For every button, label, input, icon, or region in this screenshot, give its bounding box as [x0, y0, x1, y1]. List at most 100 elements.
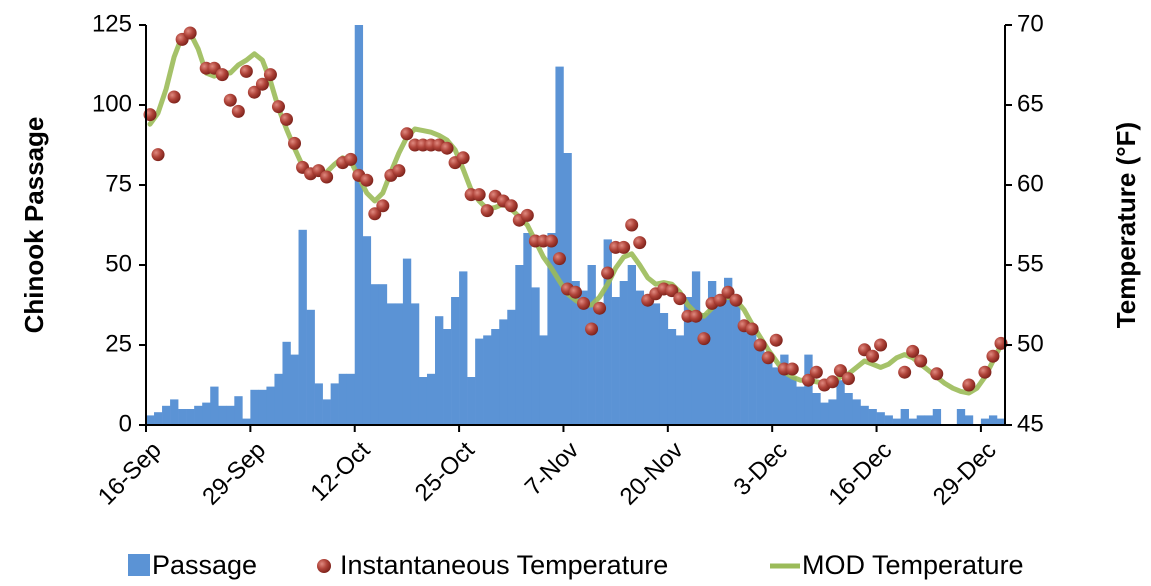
bar — [547, 233, 556, 425]
bar — [282, 341, 291, 425]
point — [809, 365, 823, 379]
bar — [523, 233, 532, 425]
y2-tick-label: 55 — [1017, 250, 1044, 277]
bar — [475, 338, 484, 425]
bar — [178, 409, 187, 425]
y2-tick-label: 50 — [1017, 330, 1044, 357]
bar — [154, 412, 163, 425]
point — [633, 236, 647, 250]
y2-tick-label: 65 — [1017, 90, 1044, 117]
point — [930, 367, 944, 381]
bar — [539, 335, 548, 425]
bar — [186, 409, 195, 425]
x-tick-label: 16-Sep — [93, 437, 167, 511]
bar — [314, 383, 323, 425]
bar — [571, 281, 580, 425]
point — [785, 362, 799, 376]
point — [151, 148, 165, 162]
bar — [611, 297, 620, 425]
x-tick-label: 7-Nov — [520, 437, 584, 501]
bar — [964, 415, 974, 425]
point — [713, 293, 727, 307]
bar — [707, 281, 717, 425]
bar — [499, 319, 508, 425]
y2-axis-title: Temperature (°F) — [1111, 122, 1141, 328]
bar — [715, 297, 725, 425]
point — [544, 234, 558, 248]
bar — [451, 297, 460, 425]
point — [320, 170, 334, 184]
bar — [362, 236, 372, 425]
y-tick-label: 125 — [92, 10, 132, 37]
point — [673, 292, 687, 306]
bar — [218, 405, 227, 425]
bar — [370, 284, 380, 425]
bar — [274, 373, 283, 425]
bar — [587, 265, 596, 425]
legend-swatch — [317, 559, 331, 573]
y2-tick-label: 60 — [1017, 170, 1044, 197]
bar — [202, 402, 211, 425]
bar — [884, 415, 893, 425]
bar — [908, 418, 917, 425]
bar — [194, 405, 203, 425]
point — [769, 333, 783, 347]
bar — [788, 377, 797, 425]
bar — [338, 373, 348, 425]
y-tick-label: 50 — [105, 250, 132, 277]
legend-label: MOD Temperature — [802, 550, 1024, 580]
bar — [796, 386, 805, 425]
point — [986, 349, 1000, 363]
point — [271, 100, 285, 114]
point — [183, 26, 197, 40]
bar — [298, 229, 307, 425]
bar — [146, 415, 155, 425]
bar — [772, 367, 781, 425]
bar — [780, 354, 789, 425]
bar — [242, 418, 251, 425]
bar — [162, 405, 171, 425]
bar — [402, 258, 412, 425]
bar — [860, 405, 869, 425]
point — [697, 332, 711, 346]
point — [279, 112, 293, 126]
point — [665, 284, 679, 298]
bar — [234, 396, 243, 425]
bar — [579, 290, 588, 425]
bar — [483, 335, 492, 425]
point — [914, 354, 928, 368]
bar — [491, 329, 500, 425]
point — [689, 309, 703, 323]
bar — [980, 418, 990, 425]
bar — [699, 313, 709, 425]
bar — [812, 393, 821, 425]
bar — [266, 386, 275, 425]
bar — [659, 313, 669, 425]
bar — [394, 303, 404, 425]
bar — [876, 412, 885, 425]
point — [962, 378, 976, 392]
point — [569, 285, 582, 299]
point — [841, 372, 855, 386]
point — [874, 338, 888, 352]
bar — [836, 380, 845, 425]
point — [761, 351, 775, 365]
bar — [916, 415, 926, 425]
point — [440, 141, 454, 155]
point — [376, 199, 390, 213]
point — [520, 208, 534, 222]
point — [552, 252, 566, 266]
bar — [844, 393, 853, 425]
bar — [410, 303, 420, 425]
point — [721, 285, 735, 299]
bar — [852, 399, 861, 425]
point — [215, 68, 229, 82]
bar — [170, 399, 179, 425]
point — [833, 364, 847, 378]
x-tick-label: 16-Dec — [823, 437, 897, 511]
bar — [306, 309, 315, 425]
x-tick-label: 12-Oct — [305, 436, 375, 506]
bar — [386, 303, 396, 425]
bar — [210, 386, 219, 425]
